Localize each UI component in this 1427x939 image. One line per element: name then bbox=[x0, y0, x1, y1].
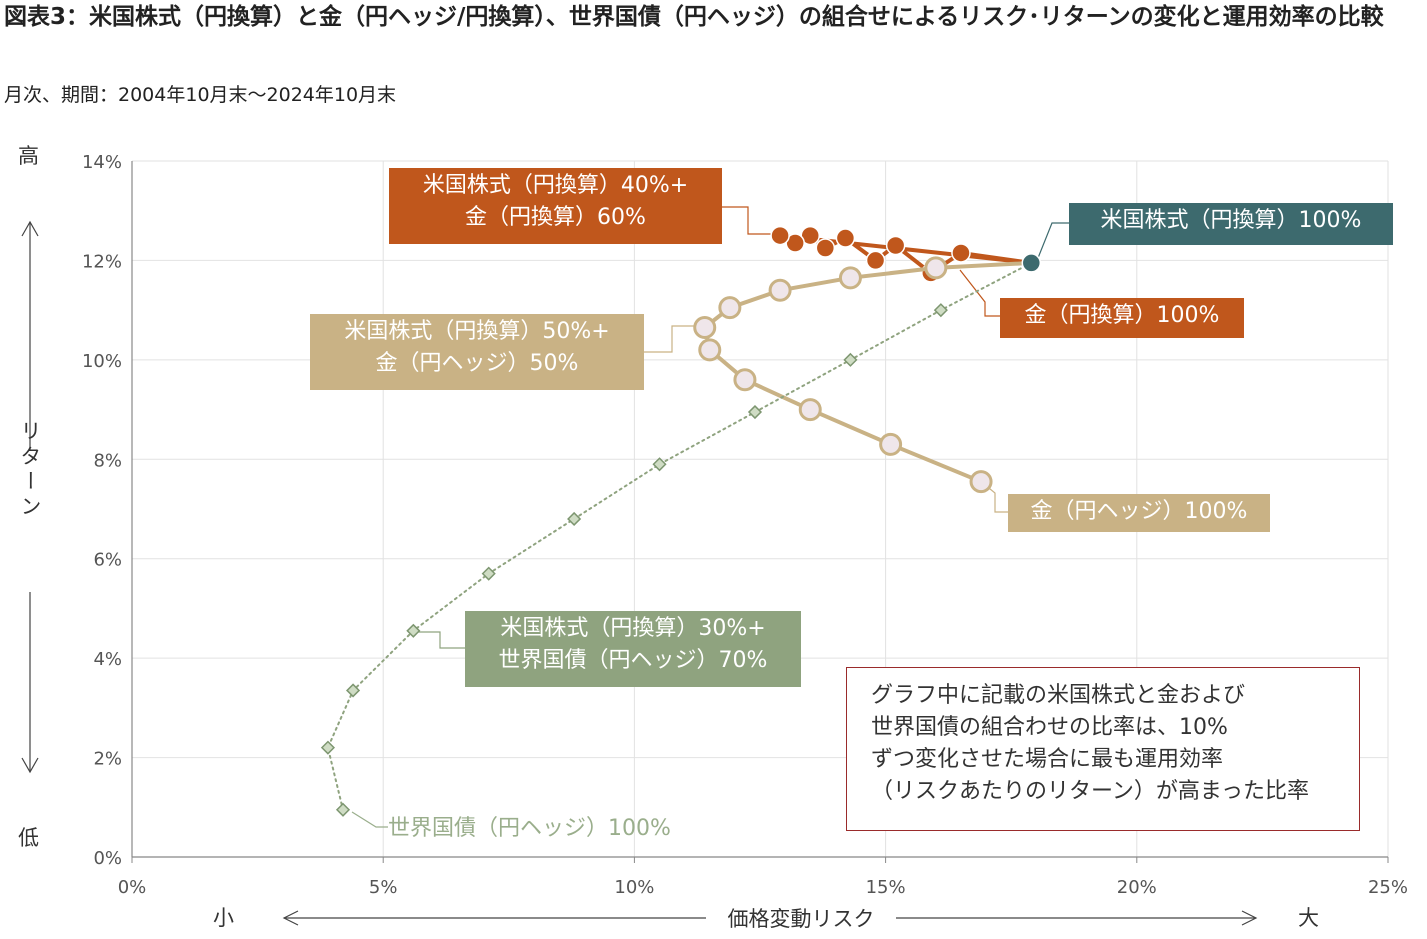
label-us-gold-yen-line2: 金（円換算）60% bbox=[465, 205, 646, 230]
label-us-gold-yen-line1: 米国株式（円換算）40%+ bbox=[422, 173, 689, 198]
y-tick-label: 6% bbox=[93, 550, 122, 571]
y-arrow-down-head bbox=[21, 757, 39, 774]
label-us-bond-line2: 世界国債（円ヘッジ）70% bbox=[498, 648, 768, 673]
data-point bbox=[406, 623, 421, 638]
data-point bbox=[933, 303, 948, 318]
label-us-gold-hedged-line1: 米国株式（円換算）50%+ bbox=[344, 319, 610, 344]
data-point bbox=[835, 228, 856, 248]
data-point bbox=[770, 225, 790, 246]
data-point bbox=[652, 457, 667, 472]
x-tick-label: 0% bbox=[118, 877, 147, 898]
leader-line bbox=[414, 631, 465, 649]
y-axis-low: 低 bbox=[18, 826, 39, 850]
x-tick-label: 5% bbox=[369, 877, 398, 898]
data-point bbox=[698, 338, 722, 362]
x-tick-label: 20% bbox=[1117, 877, 1157, 898]
note-line-1: グラフ中に記載の米国株式と金および bbox=[871, 683, 1246, 708]
y-axis-high: 高 bbox=[18, 144, 39, 168]
x-tick-label: 10% bbox=[614, 877, 654, 898]
data-point-us-equity-100 bbox=[1021, 253, 1042, 273]
data-point bbox=[768, 278, 792, 302]
y-tick-label: 0% bbox=[93, 848, 122, 869]
x-axis-small: 小 bbox=[213, 906, 234, 930]
data-point bbox=[747, 404, 763, 420]
leader-line bbox=[959, 269, 1000, 317]
leader-line bbox=[722, 206, 783, 235]
data-point bbox=[838, 266, 862, 290]
data-point bbox=[951, 243, 971, 263]
data-point bbox=[320, 740, 335, 755]
data-point bbox=[798, 398, 822, 422]
chart-subtitle: 月次、期間：2004年10月末～2024年10月末 bbox=[4, 84, 397, 106]
note-line-4: （リスクあたりのリターン）が高まった比率 bbox=[871, 779, 1310, 804]
x-tick-label: 25% bbox=[1368, 877, 1408, 898]
data-point bbox=[693, 316, 717, 340]
x-axis-label: 価格変動リスク bbox=[728, 907, 875, 931]
x-tick-label: 15% bbox=[866, 877, 906, 898]
y-tick-label: 2% bbox=[93, 749, 122, 770]
label-us-gold-hedged: 米国株式（円換算）50%+ 金（円ヘッジ）50% bbox=[310, 314, 644, 390]
leader-line bbox=[644, 325, 704, 353]
label-gold-hedged-100: 金（円ヘッジ）100% bbox=[1008, 494, 1270, 532]
data-point bbox=[843, 352, 858, 367]
y-axis-label: リターン bbox=[18, 420, 42, 520]
leader-line bbox=[1035, 222, 1069, 264]
data-point bbox=[815, 238, 836, 258]
y-tick-label: 14% bbox=[82, 152, 122, 173]
data-point bbox=[885, 235, 906, 256]
label-bond-hedged-100: 世界国債（円ヘッジ）100% bbox=[388, 816, 671, 841]
y-tick-label: 8% bbox=[93, 450, 122, 471]
data-point bbox=[567, 511, 582, 527]
data-point bbox=[924, 256, 948, 280]
label-gold-yen-100: 金（円換算）100% bbox=[1000, 298, 1244, 338]
y-arrow-up-head bbox=[21, 220, 39, 237]
label-us-gold-hedged-line2: 金（円ヘッジ）50% bbox=[375, 351, 579, 376]
x-arrow-right-head bbox=[1241, 910, 1258, 926]
data-point bbox=[879, 432, 903, 456]
series-2 bbox=[320, 261, 1033, 817]
label-us-bond: 米国株式（円換算）30%+ 世界国債（円ヘッジ）70% bbox=[465, 611, 801, 687]
y-tick-label: 10% bbox=[82, 351, 122, 372]
label-us-bond-line1: 米国株式（円換算）30%+ bbox=[500, 616, 766, 641]
series-1 bbox=[693, 256, 1032, 494]
data-point bbox=[969, 470, 993, 494]
y-tick-label: 4% bbox=[93, 649, 122, 670]
label-us-gold-yen: 米国株式（円換算）40%+ 金（円換算）60% bbox=[389, 168, 722, 244]
data-point bbox=[718, 296, 742, 320]
leader-line bbox=[351, 811, 388, 828]
chart-title: 図表3：米国株式（円換算）と金（円ヘッジ/円換算）、世界国債（円ヘッジ）の組合せ… bbox=[4, 4, 1384, 30]
data-point bbox=[481, 566, 496, 581]
data-point bbox=[733, 368, 757, 392]
data-point bbox=[345, 683, 361, 698]
note-box: グラフ中に記載の米国株式と金および 世界国債の組合わせの比率は、10% ずつ変化… bbox=[846, 667, 1360, 831]
x-arrow-left-head bbox=[282, 910, 299, 926]
y-tick-label: 12% bbox=[82, 251, 122, 272]
data-point bbox=[335, 802, 351, 817]
label-us-equity-100: 米国株式（円換算）100% bbox=[1069, 203, 1393, 245]
data-point bbox=[865, 250, 886, 271]
note-line-3: ずつ変化させた場合に最も運用効率 bbox=[871, 747, 1224, 772]
note-line-2: 世界国債の組合わせの比率は、10% bbox=[871, 715, 1228, 740]
x-axis-large: 大 bbox=[1298, 906, 1319, 930]
